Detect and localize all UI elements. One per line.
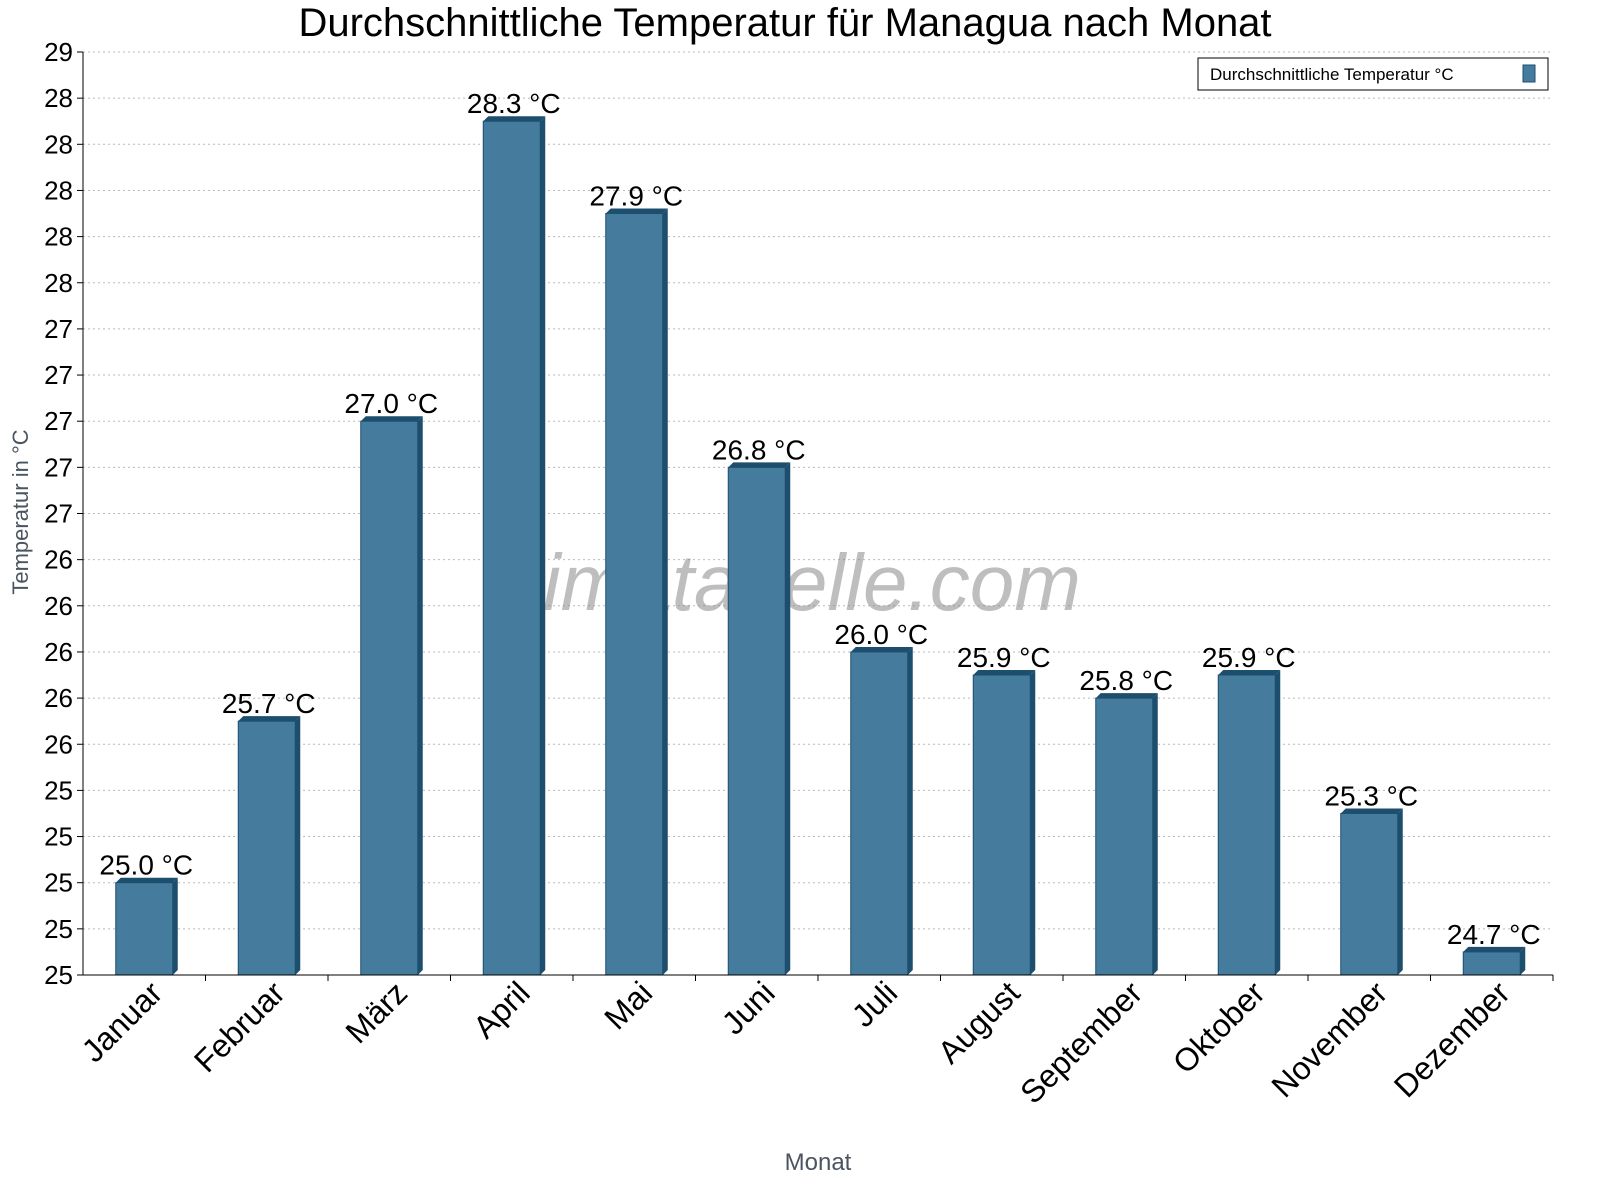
bar-top: [238, 716, 301, 722]
x-tick-label: Juli: [845, 974, 904, 1033]
x-tick-label: Oktober: [1166, 974, 1272, 1080]
bar-top: [728, 462, 791, 468]
bar-side: [662, 208, 668, 975]
legend-box: [1197, 57, 1549, 91]
data-label: 25.0 °C: [99, 850, 193, 881]
y-tick-label: 25: [44, 960, 73, 990]
y-ticks: 25 25 25 25 25 26 26 26 26 26 27 27 27 27 27 28 28 28 28 28…: [44, 37, 83, 990]
x-axis-label: Monat: [785, 1149, 852, 1176]
data-label: 24.7 °C: [1447, 919, 1541, 950]
bar-side: [1397, 808, 1403, 975]
bar-top: [1340, 808, 1403, 814]
bar: [605, 213, 664, 976]
bar-top: [360, 416, 423, 422]
bar-side: [1030, 670, 1036, 975]
y-tick-label: 27: [44, 499, 73, 529]
y-tick-label: 26: [44, 591, 73, 621]
x-tick-label: September: [1013, 974, 1149, 1110]
y-axis-label: Temperatur in °C: [8, 429, 33, 594]
gridlines: [83, 51, 1553, 930]
bar-top: [483, 116, 546, 122]
legend: Durchschnittliche Temperatur °C: [1197, 57, 1549, 91]
bar-side: [1152, 693, 1158, 975]
y-tick-label: 26: [44, 545, 73, 575]
y-tick-label: 25: [44, 868, 73, 898]
legend-label: Durchschnittliche Temperatur °C: [1210, 65, 1454, 84]
x-tick-label: Februar: [187, 974, 292, 1079]
y-tick-label: 28: [44, 175, 73, 205]
bar-top: [1218, 670, 1281, 676]
data-label: 25.8 °C: [1079, 665, 1173, 696]
x-tick-label: Juni: [715, 974, 782, 1041]
bar-top: [115, 877, 178, 883]
bar-top: [1463, 946, 1526, 952]
bar: [727, 466, 786, 976]
bar-top: [973, 670, 1036, 676]
data-label: 26.0 °C: [834, 619, 928, 650]
data-label: 25.9 °C: [1202, 642, 1296, 673]
bar: [482, 120, 541, 976]
x-tick-label: April: [466, 974, 537, 1045]
bar-top: [605, 208, 668, 214]
bar: [1462, 951, 1521, 976]
bar: [1217, 674, 1276, 976]
x-tick-label: Mai: [597, 974, 659, 1036]
y-tick-label: 28: [44, 83, 73, 113]
y-tick-label: 28: [44, 268, 73, 298]
data-label: 27.0 °C: [344, 388, 438, 419]
y-tick-label: 27: [44, 406, 73, 436]
data-label: 27.9 °C: [589, 181, 683, 212]
x-ticks: Januar Februar März April Mai Juni Juli AugustS…: [75, 974, 1554, 1111]
bar: [850, 651, 909, 976]
bar: [972, 674, 1031, 976]
y-tick-label: 27: [44, 452, 73, 482]
x-tick-label: August: [931, 974, 1027, 1070]
y-tick-label: 25: [44, 775, 73, 805]
legend-swatch: [1522, 64, 1536, 83]
bar: [1340, 812, 1399, 976]
y-tick-label: 26: [44, 729, 73, 759]
data-label: 25.7 °C: [222, 688, 316, 719]
data-label: 25.9 °C: [957, 642, 1051, 673]
y-tick-label: 25: [44, 914, 73, 944]
bar-side: [172, 877, 178, 975]
bar-side: [295, 716, 301, 975]
y-tick-label: 27: [44, 360, 73, 390]
chart-title: Durchschnittliche Temperatur für Managua…: [298, 1, 1271, 45]
y-tick-label: 29: [44, 37, 73, 67]
y-tick-label: 27: [44, 314, 73, 344]
bars: 25.0 °C 25.7 °C 27.0 °C 28.3 °C 27.9 °C 26.8 …: [99, 88, 1541, 976]
bar: [1095, 697, 1154, 976]
bar: [360, 420, 419, 976]
x-tick-label: November: [1264, 974, 1394, 1104]
data-label: 26.8 °C: [712, 434, 806, 465]
y-tick-label: 28: [44, 222, 73, 252]
data-label: 28.3 °C: [467, 88, 561, 119]
bar-side: [417, 416, 423, 975]
y-tick-label: 26: [44, 683, 73, 713]
bar: [237, 720, 296, 976]
x-tick-label: Dezember: [1387, 974, 1517, 1104]
x-tick-label: März: [338, 974, 414, 1050]
bar-side: [785, 462, 791, 976]
bar-top: [850, 646, 913, 652]
bar: [115, 882, 174, 976]
bar-side: [1275, 670, 1281, 975]
bar-side: [1520, 946, 1526, 975]
y-tick-label: 26: [44, 637, 73, 667]
data-label: 25.3 °C: [1324, 780, 1418, 811]
y-tick-label: 28: [44, 129, 73, 159]
x-tick-label: Januar: [75, 974, 170, 1069]
bar-top: [1095, 693, 1158, 699]
bar-side: [540, 116, 546, 976]
bar-side: [907, 646, 913, 975]
y-tick-label: 25: [44, 822, 73, 852]
